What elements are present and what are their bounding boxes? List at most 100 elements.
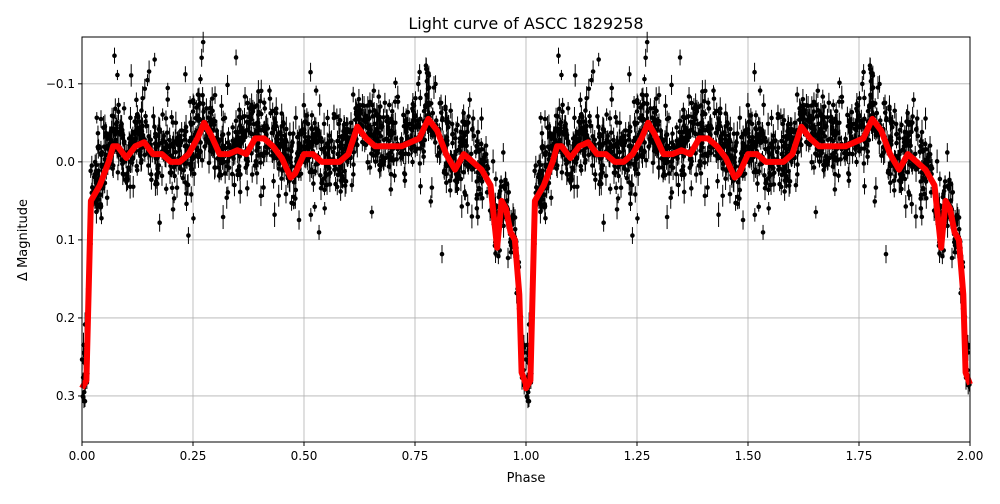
observation-point [128, 159, 133, 164]
observation-point [953, 250, 958, 255]
observation-point [448, 188, 453, 193]
observation-point [700, 89, 705, 94]
observation-point [700, 121, 705, 126]
observation-point [911, 97, 916, 102]
observation-point [387, 164, 392, 169]
observation-point [757, 162, 762, 167]
observation-point [262, 100, 267, 105]
observation-point [676, 183, 681, 188]
observation-point [783, 140, 788, 145]
observation-point [622, 166, 627, 171]
observation-point [776, 145, 781, 150]
observation-point [189, 158, 194, 163]
observation-point [788, 141, 793, 146]
observation-point [756, 205, 761, 210]
observation-point [870, 71, 875, 76]
observation-point [96, 131, 101, 136]
observation-point [921, 149, 926, 154]
observation-point [309, 213, 314, 218]
observation-point [716, 212, 721, 217]
observation-point [290, 140, 295, 145]
observation-point [149, 177, 154, 182]
observation-point [712, 111, 717, 116]
observation-point [576, 132, 581, 137]
observation-point [349, 120, 354, 125]
observation-point [128, 116, 133, 121]
observation-point [734, 140, 739, 145]
observation-point [418, 161, 423, 166]
observation-point [256, 153, 261, 158]
observation-point [605, 134, 610, 139]
observation-point [777, 182, 782, 187]
observation-point [656, 165, 661, 170]
observation-point [421, 149, 426, 154]
observation-point [350, 183, 355, 188]
observation-point [539, 202, 544, 207]
observation-point [291, 195, 296, 200]
observation-point [426, 71, 431, 76]
observation-point [646, 144, 651, 149]
observation-point [113, 106, 118, 111]
observation-point [308, 70, 313, 75]
observation-point [506, 190, 511, 195]
observation-point [279, 137, 284, 142]
observation-point [129, 73, 134, 78]
observation-point [884, 116, 889, 121]
observation-point [234, 55, 239, 60]
observation-point [453, 136, 458, 141]
observation-point [509, 250, 514, 255]
observation-point [669, 83, 674, 88]
observation-point [689, 186, 694, 191]
observation-point [268, 111, 273, 116]
observation-point [377, 168, 382, 173]
observation-point [720, 193, 725, 198]
observation-point [175, 185, 180, 190]
observation-point [671, 165, 676, 170]
observation-point [322, 206, 327, 211]
observation-point [678, 119, 683, 124]
observation-point [314, 88, 319, 93]
observation-point [370, 210, 375, 215]
observation-point [294, 115, 299, 120]
observation-point [615, 207, 620, 212]
observation-point [572, 116, 577, 121]
observation-point [687, 94, 692, 99]
observation-point [198, 77, 203, 82]
observation-point [723, 111, 728, 116]
observation-point [311, 181, 316, 186]
observation-point [735, 195, 740, 200]
observation-point [842, 151, 847, 156]
observation-point [735, 202, 740, 207]
observation-point [491, 159, 496, 164]
observation-point [587, 86, 592, 91]
observation-point [261, 185, 266, 190]
observation-point [160, 174, 165, 179]
observation-point [174, 120, 179, 125]
observation-point [116, 170, 121, 175]
observation-point [201, 40, 206, 45]
observation-point [543, 162, 548, 167]
observation-point [506, 256, 511, 261]
observation-point [165, 97, 170, 102]
observation-point [618, 120, 623, 125]
observation-point [386, 131, 391, 136]
observation-point [181, 176, 186, 181]
observation-point [189, 192, 194, 197]
observation-point [862, 96, 867, 101]
observation-point [865, 149, 870, 154]
observation-point [442, 168, 447, 173]
observation-point [543, 216, 548, 221]
observation-point [451, 132, 456, 137]
observation-point [390, 109, 395, 114]
observation-point [707, 106, 712, 111]
observation-point [860, 82, 865, 87]
observation-point [392, 157, 397, 162]
observation-point [892, 108, 897, 113]
observation-point [836, 157, 841, 162]
observation-point [90, 163, 95, 168]
observation-point [164, 116, 169, 121]
observation-point [795, 92, 800, 97]
observation-point [124, 179, 129, 184]
